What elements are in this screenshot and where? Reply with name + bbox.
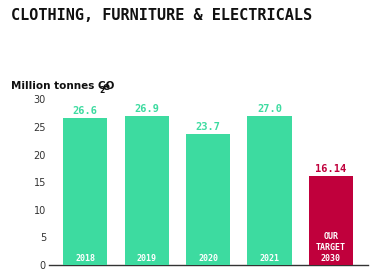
Text: 2019: 2019 bbox=[137, 254, 157, 263]
Text: 23.7: 23.7 bbox=[196, 122, 220, 132]
Text: 26.9: 26.9 bbox=[134, 104, 159, 114]
Text: 16.14: 16.14 bbox=[315, 164, 346, 174]
Bar bbox=[309, 176, 353, 265]
Text: 2021: 2021 bbox=[260, 254, 279, 263]
Text: 2020: 2020 bbox=[198, 254, 218, 263]
Text: e: e bbox=[102, 82, 109, 92]
Bar bbox=[124, 116, 169, 265]
Text: Million tonnes CO: Million tonnes CO bbox=[11, 81, 115, 91]
Text: 2: 2 bbox=[99, 86, 104, 95]
Bar bbox=[248, 116, 292, 265]
Bar bbox=[63, 118, 108, 265]
Bar bbox=[186, 134, 230, 265]
Text: 26.6: 26.6 bbox=[73, 106, 98, 116]
Text: 2018: 2018 bbox=[75, 254, 95, 263]
Text: 27.0: 27.0 bbox=[257, 104, 282, 114]
Text: OUR
TARGET
2030: OUR TARGET 2030 bbox=[316, 232, 346, 263]
Text: CLOTHING, FURNITURE & ELECTRICALS: CLOTHING, FURNITURE & ELECTRICALS bbox=[11, 8, 312, 23]
